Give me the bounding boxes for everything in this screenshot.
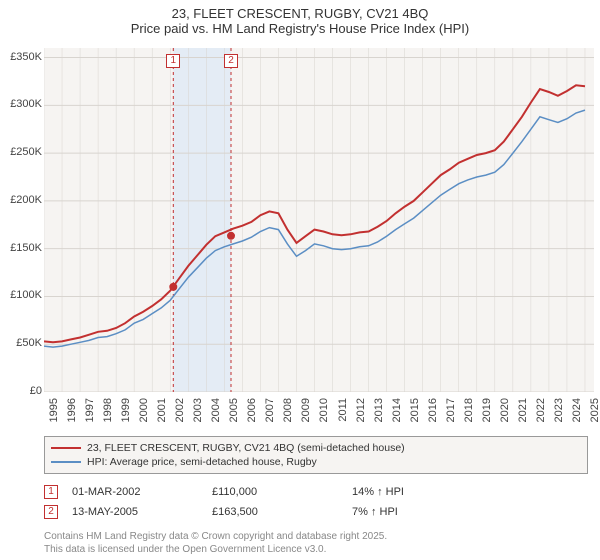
- y-tick-label: £0: [2, 385, 42, 397]
- marker-1-date: 01-MAR-2002: [72, 486, 212, 498]
- marker-data-row-2: 2 13-MAY-2005£163,5007% ↑ HPI: [44, 502, 588, 522]
- x-tick-label: 2014: [391, 398, 403, 438]
- x-tick-label: 2006: [246, 398, 258, 438]
- x-tick-label: 1995: [48, 398, 60, 438]
- x-tick-label: 2008: [282, 398, 294, 438]
- x-tick-label: 2009: [300, 398, 312, 438]
- y-tick-label: £250K: [2, 146, 42, 158]
- x-tick-label: 2013: [373, 398, 385, 438]
- marker-1-price_label: £110,000: [212, 486, 352, 498]
- x-tick-label: 2012: [355, 398, 367, 438]
- x-tick-label: 2020: [499, 398, 511, 438]
- chart-area: [44, 48, 594, 392]
- legend-row-hpi: HPI: Average price, semi-detached house,…: [51, 455, 581, 469]
- legend-label-price: 23, FLEET CRESCENT, RUGBY, CV21 4BQ (sem…: [87, 442, 405, 454]
- x-tick-label: 2001: [156, 398, 168, 438]
- footer-line1: Contains HM Land Registry data © Crown c…: [44, 530, 387, 543]
- marker-box-2-legend: 2: [44, 505, 58, 519]
- chart-subtitle: Price paid vs. HM Land Registry's House …: [0, 21, 600, 36]
- x-tick-label: 2017: [445, 398, 457, 438]
- x-tick-label: 2003: [192, 398, 204, 438]
- x-tick-label: 2021: [517, 398, 529, 438]
- x-tick-label: 2011: [337, 398, 349, 438]
- legend-box: 23, FLEET CRESCENT, RUGBY, CV21 4BQ (sem…: [44, 436, 588, 474]
- x-tick-label: 2015: [409, 398, 421, 438]
- x-tick-label: 2019: [481, 398, 493, 438]
- x-tick-label: 1998: [102, 398, 114, 438]
- x-tick-label: 2007: [264, 398, 276, 438]
- marker-box-1-legend: 1: [44, 485, 58, 499]
- y-tick-label: £350K: [2, 51, 42, 63]
- y-tick-label: £100K: [2, 289, 42, 301]
- x-tick-label: 1999: [120, 398, 132, 438]
- marker-box-1: 1: [166, 54, 180, 68]
- x-tick-label: 2022: [535, 398, 547, 438]
- legend-label-hpi: HPI: Average price, semi-detached house,…: [87, 456, 317, 468]
- x-tick-label: 2004: [210, 398, 222, 438]
- x-tick-label: 2025: [589, 398, 600, 438]
- x-tick-label: 2000: [138, 398, 150, 438]
- y-tick-label: £200K: [2, 194, 42, 206]
- x-tick-label: 1997: [84, 398, 96, 438]
- marker-1-delta: 14% ↑ HPI: [352, 486, 492, 498]
- marker-data-row-1: 1 01-MAR-2002£110,00014% ↑ HPI: [44, 482, 588, 502]
- footer-line2: This data is licensed under the Open Gov…: [44, 543, 387, 556]
- marker-box-2: 2: [224, 54, 238, 68]
- y-tick-label: £150K: [2, 242, 42, 254]
- x-tick-label: 1996: [66, 398, 78, 438]
- legend-row-price: 23, FLEET CRESCENT, RUGBY, CV21 4BQ (sem…: [51, 441, 581, 455]
- y-tick-label: £50K: [2, 337, 42, 349]
- marker-2-date: 13-MAY-2005: [72, 506, 212, 518]
- marker-2-delta: 7% ↑ HPI: [352, 506, 492, 518]
- x-tick-label: 2018: [463, 398, 475, 438]
- x-tick-label: 2016: [427, 398, 439, 438]
- chart-title: 23, FLEET CRESCENT, RUGBY, CV21 4BQ: [0, 6, 600, 21]
- x-tick-label: 2005: [228, 398, 240, 438]
- marker-2-price_label: £163,500: [212, 506, 352, 518]
- footer: Contains HM Land Registry data © Crown c…: [44, 530, 387, 556]
- x-tick-label: 2002: [174, 398, 186, 438]
- chart-svg: [44, 48, 594, 392]
- y-tick-label: £300K: [2, 98, 42, 110]
- x-tick-label: 2023: [553, 398, 565, 438]
- x-tick-label: 2024: [571, 398, 583, 438]
- x-tick-label: 2010: [318, 398, 330, 438]
